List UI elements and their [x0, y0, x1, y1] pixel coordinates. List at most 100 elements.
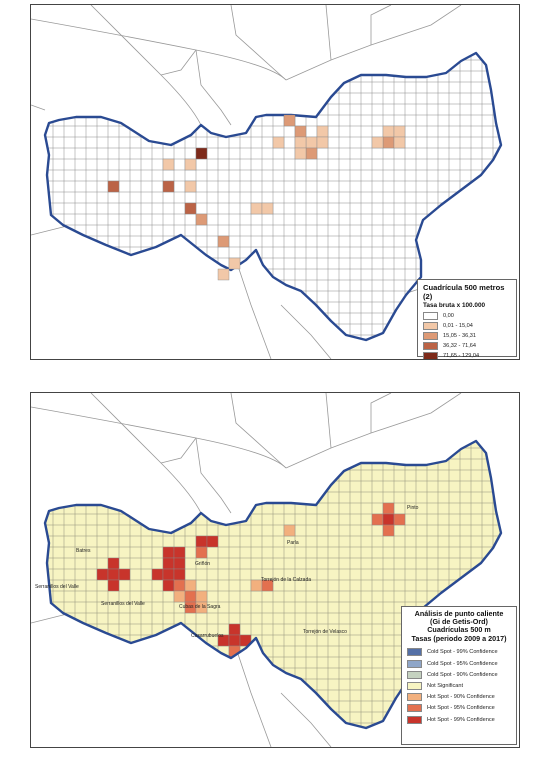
legend-label: Hot Spot - 90% Confidence: [427, 694, 495, 701]
legend-title-line: Análisis de punto caliente: [414, 609, 504, 618]
grid-cell: [393, 125, 406, 138]
legend-title-line: Tasas (periodo 2009 a 2017): [411, 633, 507, 643]
grid-cell: [107, 568, 120, 581]
grid-cell: [173, 557, 186, 570]
legend-label: Hot Spot - 99% Confidence: [427, 716, 495, 723]
grid-cell: [250, 202, 263, 215]
place-label-batres: Batres: [76, 548, 91, 554]
legend-swatch: [407, 648, 422, 657]
legend-swatch: [423, 322, 438, 330]
grid-cell: [206, 535, 219, 548]
legend-label: 36,32 - 71,64: [443, 343, 476, 349]
legend-row: 36,32 - 71,64: [423, 341, 511, 351]
legend-swatch: [407, 704, 422, 713]
legend-rate: Cuadrícula 500 metros (2) Tasa bruta x 1…: [417, 279, 517, 359]
grid-cell: [283, 114, 296, 127]
legend-title-line: (Gi de Getis-Ord): [430, 617, 488, 627]
grid-cell: [173, 546, 186, 559]
study-area-boundary: [43, 439, 503, 730]
legend-swatch: [423, 312, 438, 320]
grid-cell: [184, 579, 197, 592]
legend-swatch: [407, 681, 422, 690]
legend-row: 0,00: [423, 311, 511, 321]
grid-cell: [239, 634, 252, 647]
grid-cell: [195, 546, 208, 559]
grid-cell: [294, 125, 307, 138]
grid-cell: [162, 568, 175, 581]
top-map-panel: Cuadrícula 500 metros (2) Tasa bruta x 1…: [30, 4, 520, 360]
grid-cell: [162, 158, 175, 171]
grid-cell: [195, 535, 208, 548]
grid-cell: [195, 213, 208, 226]
grid-cell: [261, 579, 274, 592]
grid-cell: [382, 125, 395, 138]
legend-label: 15,05 - 36,31: [443, 333, 476, 339]
legend-label: 0,00: [443, 313, 454, 319]
place-label-casarrubuelos: Casarrubuelos: [191, 633, 224, 639]
grid-cell: [195, 590, 208, 603]
grid-cell: [371, 136, 384, 149]
legend-row: Cold Spot - 99% Confidence: [407, 647, 511, 658]
grid-cell: [228, 634, 241, 647]
grid-cell: [382, 502, 395, 515]
grid-cell: [294, 136, 307, 149]
grid-cell: [151, 568, 164, 581]
hotspot-cells: [96, 502, 406, 658]
place-label-serranillos: Serranillos del Valle: [101, 601, 145, 607]
legend-swatch: [423, 332, 438, 340]
grid-cell: [393, 136, 406, 149]
grid-cell: [217, 235, 230, 248]
place-label-cubas-de-la-sagra: Cubas de la Sagra: [179, 604, 221, 610]
grid-cell: [316, 136, 329, 149]
grid-cell: [382, 513, 395, 526]
grid-cell: [393, 513, 406, 526]
legend-swatch: [407, 693, 422, 702]
grid-cell: [261, 202, 274, 215]
legend-row: Hot Spot - 90% Confidence: [407, 692, 511, 703]
grid-cell: [228, 623, 241, 636]
grid-cell: [195, 147, 208, 160]
grid-cell: [195, 601, 208, 614]
bottom-map-panel: Batres Serranillos del Valle Serranillos…: [30, 392, 520, 748]
grid-cell: [316, 125, 329, 138]
grid-cell: [107, 579, 120, 592]
legend-swatch: [407, 670, 422, 679]
place-label-torrejon-de-velasco: Torrejón de Velasco: [303, 629, 347, 635]
place-label-serranillos-west: Serranillos del Valle: [35, 584, 79, 590]
legend-rows: Cold Spot - 99% Confidence Cold Spot - 9…: [407, 647, 511, 725]
legend-label: Cold Spot - 90% Confidence: [427, 671, 498, 678]
grid-cell: [305, 136, 318, 149]
grid-cell: [184, 590, 197, 603]
grid-cell: [107, 557, 120, 570]
grid-cell: [382, 524, 395, 537]
legend-swatch: [407, 659, 422, 668]
grid-cell: [184, 202, 197, 215]
legend-row: 15,05 - 36,31: [423, 331, 511, 341]
place-label-torrejon-de-la-calzada: Torrejón de la Calzada: [261, 577, 311, 583]
study-area-boundary: [43, 51, 503, 342]
grid-cell: [173, 568, 186, 581]
grid-cell: [162, 180, 175, 193]
legend-swatch: [423, 342, 438, 350]
grid-cell: [294, 147, 307, 160]
grid-cell: [162, 557, 175, 570]
grid-cell: [173, 579, 186, 592]
place-label-pinto: Pinto: [407, 505, 419, 511]
grid-cell: [371, 513, 384, 526]
grid-cell: [217, 268, 230, 281]
legend-subtitle: Tasa bruta x 100.000: [423, 302, 486, 309]
grid-cell: [162, 579, 175, 592]
legend-label: Hot Spot - 95% Confidence: [427, 705, 495, 712]
legend-row: Hot Spot - 99% Confidence: [407, 714, 511, 725]
legend-row: Cold Spot - 90% Confidence: [407, 669, 511, 680]
legend-rows: 0,00 0,01 - 15,04 15,05 - 36,31 36,32 - …: [423, 311, 511, 359]
grid-cell: [228, 257, 241, 270]
place-labels: Batres Serranillos del Valle Serranillos…: [35, 505, 419, 639]
grid-cell: [173, 590, 186, 603]
legend-label: 71,65 - 129,04: [443, 353, 480, 359]
rate-cells: [107, 114, 406, 281]
legend-row: Hot Spot - 95% Confidence: [407, 703, 511, 714]
grid-cell: [184, 158, 197, 171]
legend-label: Cold Spot - 95% Confidence: [427, 660, 498, 667]
legend-row: Cold Spot - 95% Confidence: [407, 658, 511, 669]
